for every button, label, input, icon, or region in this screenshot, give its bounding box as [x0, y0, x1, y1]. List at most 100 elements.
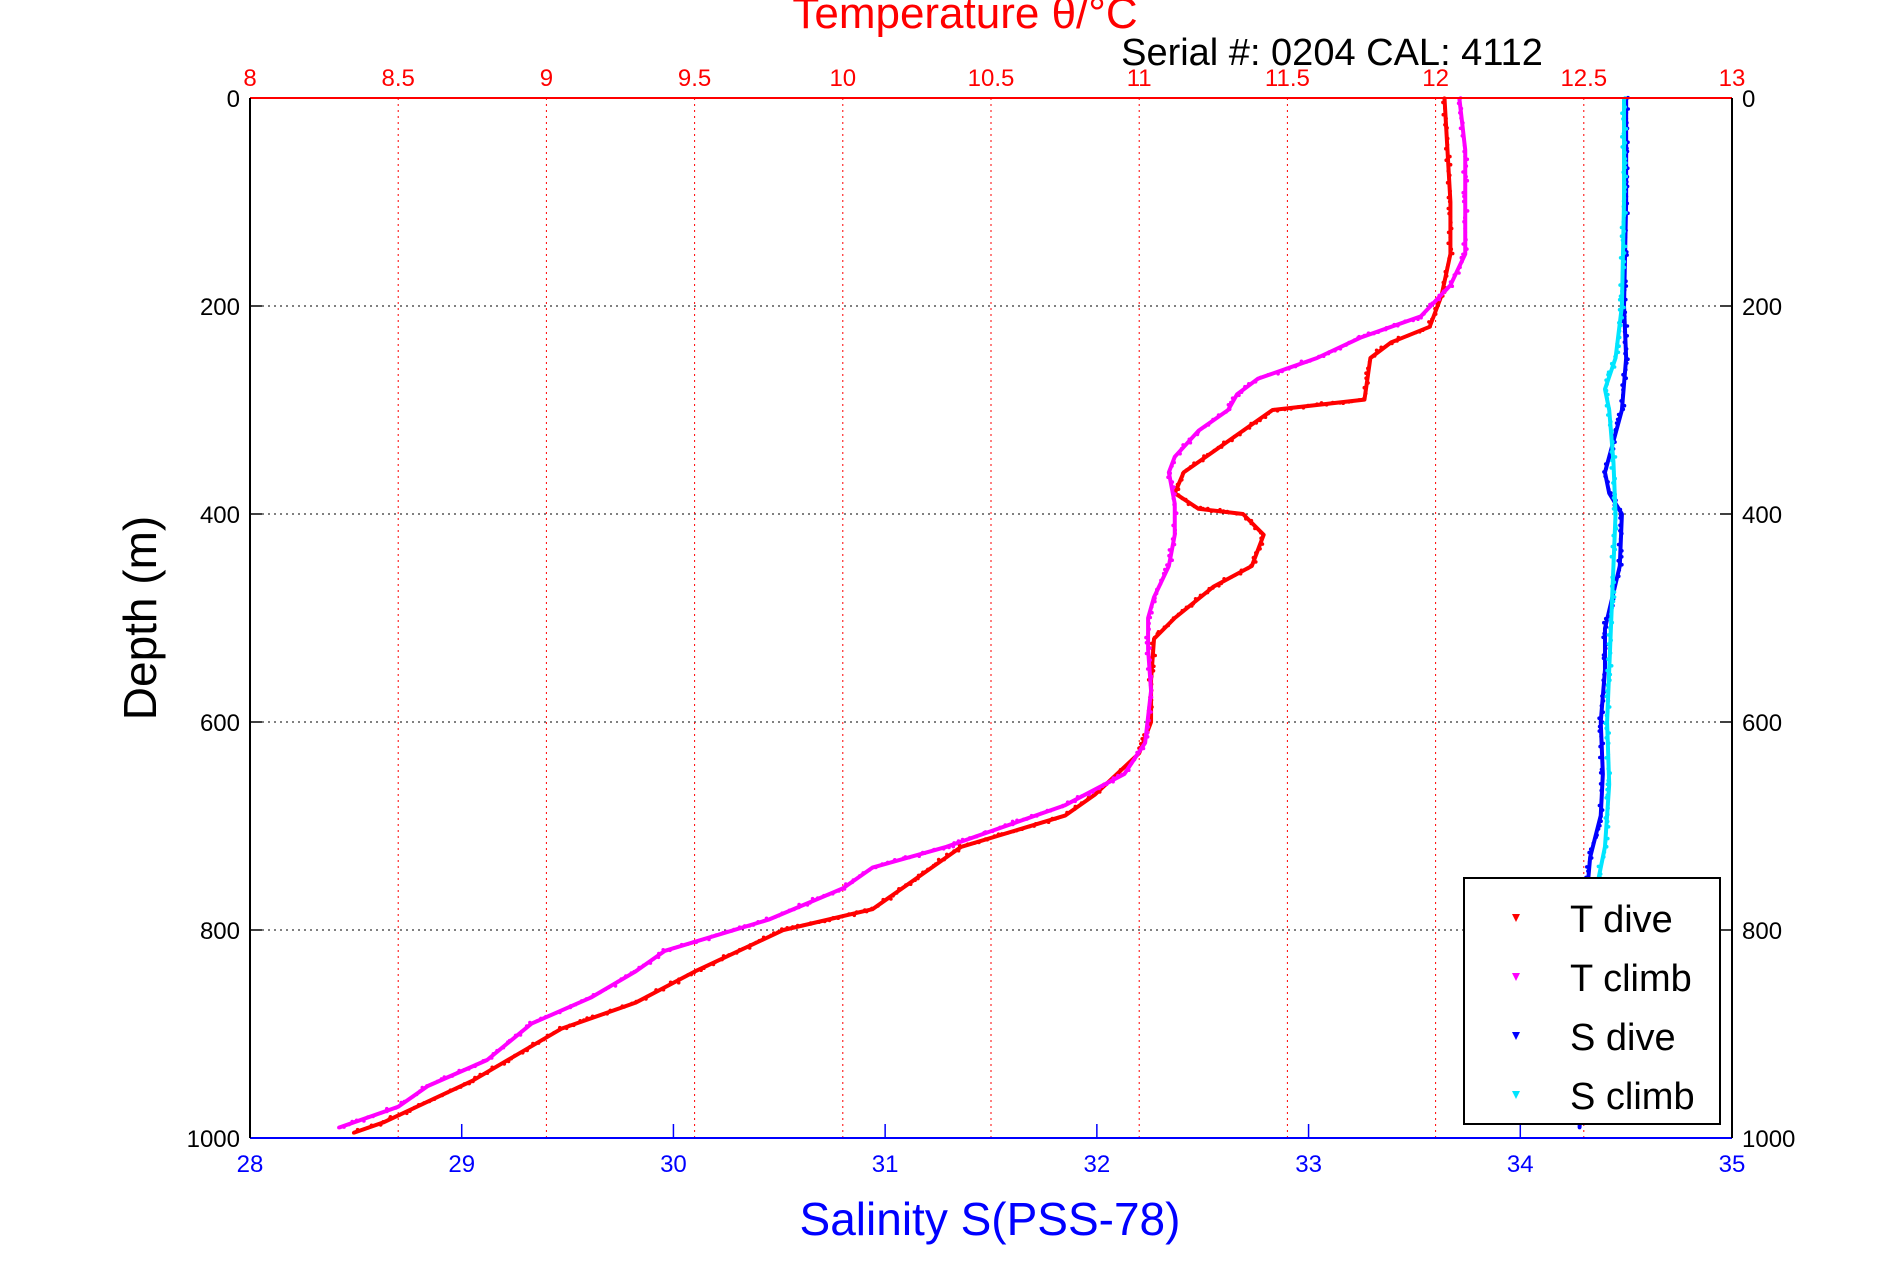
data-point: [1441, 100, 1445, 105]
data-point: [1605, 782, 1610, 786]
data-point: [1104, 782, 1109, 787]
data-point: [1459, 106, 1464, 111]
data-point: [1207, 586, 1211, 591]
data-point: [1599, 704, 1604, 708]
data-point: [1604, 378, 1608, 383]
data-point: [1620, 555, 1624, 559]
temperature-tick-label: 10: [829, 65, 856, 92]
data-point: [876, 904, 880, 908]
data-point: [1449, 226, 1454, 231]
data-point: [916, 873, 921, 878]
data-point: [1604, 830, 1608, 835]
data-point: [1233, 573, 1237, 578]
data-point: [945, 852, 949, 857]
data-point: [1304, 360, 1309, 364]
data-point: [1149, 710, 1153, 714]
data-point: [1256, 377, 1260, 381]
data-point: [1606, 803, 1610, 807]
data-point: [787, 908, 792, 913]
temperature-tick-label: 12: [1422, 65, 1449, 92]
data-point: [651, 957, 656, 961]
temperature-tick-label: 13: [1719, 65, 1746, 92]
data-point: [677, 977, 681, 981]
data-point: [619, 977, 623, 981]
data-point: [473, 1064, 477, 1069]
data-point: [342, 1125, 346, 1129]
data-point: [1602, 690, 1606, 695]
data-point: [1591, 841, 1595, 846]
data-point: [675, 945, 680, 949]
data-point: [952, 849, 956, 853]
data-point: [1149, 695, 1154, 700]
data-point: [1599, 788, 1603, 793]
data-point: [941, 847, 946, 851]
data-point: [371, 1114, 375, 1119]
data-point: [1620, 238, 1625, 242]
data-point: [908, 882, 913, 886]
data-point: [1347, 340, 1351, 345]
data-point: [1462, 194, 1466, 199]
data-point: [1617, 329, 1622, 333]
data-point: [1598, 744, 1602, 749]
data-point: [1249, 563, 1253, 568]
legend-items: T dive T climb S dive S climb: [1512, 899, 1695, 1118]
data-point: [761, 919, 766, 923]
data-point: [1462, 143, 1467, 148]
data-point: [473, 1075, 477, 1080]
data-point: [354, 1118, 359, 1123]
data-point: [1605, 668, 1609, 673]
data-point: [1612, 590, 1617, 594]
data-point: [606, 985, 611, 990]
data-point: [1610, 544, 1615, 549]
data-point: [1178, 451, 1182, 456]
data-point: [1620, 145, 1624, 149]
data-point: [921, 870, 925, 875]
data-point: [1150, 605, 1154, 609]
data-point: [1618, 507, 1623, 512]
data-point: [495, 1064, 500, 1068]
data-point: [1341, 401, 1345, 406]
data-point: [1169, 618, 1174, 623]
data-point: [1614, 421, 1619, 425]
data-point: [1611, 507, 1616, 511]
data-point: [1603, 721, 1607, 725]
data-point: [1450, 251, 1455, 256]
data-point: [1585, 865, 1589, 869]
data-point: [605, 1012, 609, 1016]
data-point: [960, 837, 965, 842]
data-point: [1624, 376, 1628, 381]
data-point: [1149, 641, 1154, 646]
data-point: [1461, 170, 1465, 174]
data-point: [564, 1026, 569, 1031]
data-point: [350, 1119, 355, 1124]
data-point: [657, 951, 661, 956]
data-point: [1605, 819, 1610, 824]
data-point: [1347, 400, 1351, 404]
data-point: [761, 935, 766, 940]
data-point: [1133, 754, 1138, 759]
data-point: [1612, 595, 1617, 599]
data-point: [1461, 121, 1465, 125]
data-point: [1601, 653, 1606, 657]
data-point: [1222, 440, 1226, 445]
data-point: [1424, 308, 1428, 313]
data-point: [931, 848, 936, 852]
data-point: [1465, 157, 1470, 162]
data-point: [1362, 385, 1367, 390]
data-point: [1046, 820, 1051, 824]
data-point: [557, 1028, 561, 1032]
data-point: [634, 999, 638, 1004]
data-point: [1193, 597, 1198, 601]
data-point: [1027, 824, 1031, 829]
data-point: [1624, 279, 1628, 284]
depth-tick-label-left: 400: [200, 502, 240, 529]
data-point: [1218, 507, 1222, 512]
data-point: [1603, 474, 1607, 479]
data-point: [590, 1014, 595, 1019]
data-point: [408, 1109, 412, 1113]
data-point: [1444, 131, 1449, 136]
data-point: [598, 990, 602, 995]
data-point: [1266, 411, 1271, 416]
salinity-tick-label: 31: [872, 1151, 899, 1178]
data-point: [1606, 761, 1611, 765]
